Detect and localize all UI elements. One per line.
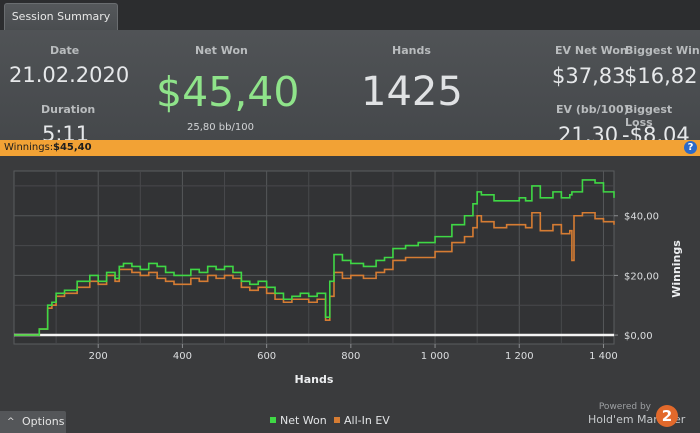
winnings-label: Winnings: <box>4 142 54 153</box>
tab-session-summary[interactable]: Session Summary <box>4 3 118 30</box>
chart-grid <box>13 170 615 345</box>
legend-net-won: Net Won <box>270 414 327 427</box>
x-tick-label: 800 <box>341 351 360 362</box>
tab-bar: Session Summary <box>0 0 700 30</box>
y-tick-label: $40,00 <box>624 212 659 223</box>
net-won-value: $45,40 <box>156 68 300 116</box>
ev-net-won-label: EV Net Won <box>555 44 628 57</box>
holdem-manager-branding: Powered by Hold'em Manager 2 <box>588 402 700 433</box>
biggest-win-value: $16,82 <box>624 64 698 88</box>
x-tick-label: 600 <box>257 351 276 362</box>
net-won-swatch <box>270 417 276 423</box>
winnings-chart-area: 200 400 600 800 1 000 1 200 1 400 $0,00 $20,00 $… <box>0 156 700 433</box>
date-value: 21.02.2020 <box>9 63 130 87</box>
x-tick-label: 200 <box>89 351 108 362</box>
x-tick-label: 1 200 <box>505 351 534 362</box>
duration-label: Duration <box>41 103 96 116</box>
plot-background <box>13 170 615 345</box>
y-tick-label: $20,00 <box>624 271 659 282</box>
help-icon[interactable]: ? <box>684 141 697 154</box>
options-label: Options <box>22 415 65 428</box>
x-tick-label: 400 <box>173 351 192 362</box>
hands-label: Hands <box>392 44 431 57</box>
x-axis-label: Hands <box>295 373 334 386</box>
y-axis-ticks: $0,00 $20,00 $40,00 <box>614 212 659 342</box>
x-axis-ticks: 200 400 600 800 1 000 1 200 1 400 <box>89 344 618 362</box>
session-summary-panel: Date 21.02.2020 Duration 5:11 Net Won $4… <box>0 30 700 147</box>
biggest-loss-label: Biggest Loss <box>625 103 673 129</box>
powered-by-text: Powered by <box>598 402 651 412</box>
winnings-bar: Winnings: $45,40 ? <box>0 140 700 156</box>
legend-net-won-label: Net Won <box>280 414 327 427</box>
x-tick-label: 1 000 <box>421 351 450 362</box>
chart-lines <box>14 179 615 336</box>
net-won-label: Net Won <box>195 44 248 57</box>
ev-net-won-value: $37,83 <box>552 64 626 88</box>
all-in-ev-swatch <box>334 417 340 423</box>
y-axis-label: Winnings <box>670 240 683 298</box>
series-line-all-in-ev <box>14 211 615 336</box>
caret-up-icon: ^ <box>7 417 15 427</box>
bb-per-100-value: 25,80 bb/100 <box>187 122 254 133</box>
biggest-win-label: Biggest Win <box>625 44 700 57</box>
date-label: Date <box>50 44 80 57</box>
winnings-amount: $45,40 <box>53 142 92 153</box>
x-tick-label: 1 400 <box>589 351 618 362</box>
series-line-net-won <box>14 179 615 336</box>
legend-all-in-ev: All-In EV <box>334 414 390 427</box>
y-tick-label: $0,00 <box>624 331 653 342</box>
options-button[interactable]: ^ Options <box>0 411 66 433</box>
winnings-chart: 200 400 600 800 1 000 1 200 1 400 $0,00$20,00$… <box>13 170 683 386</box>
legend-all-in-ev-label: All-In EV <box>344 414 390 427</box>
hands-value: 1425 <box>361 69 463 115</box>
hm2-logo-icon: 2 <box>656 405 678 427</box>
ev-bb-label: EV (bb/100) <box>556 103 629 116</box>
